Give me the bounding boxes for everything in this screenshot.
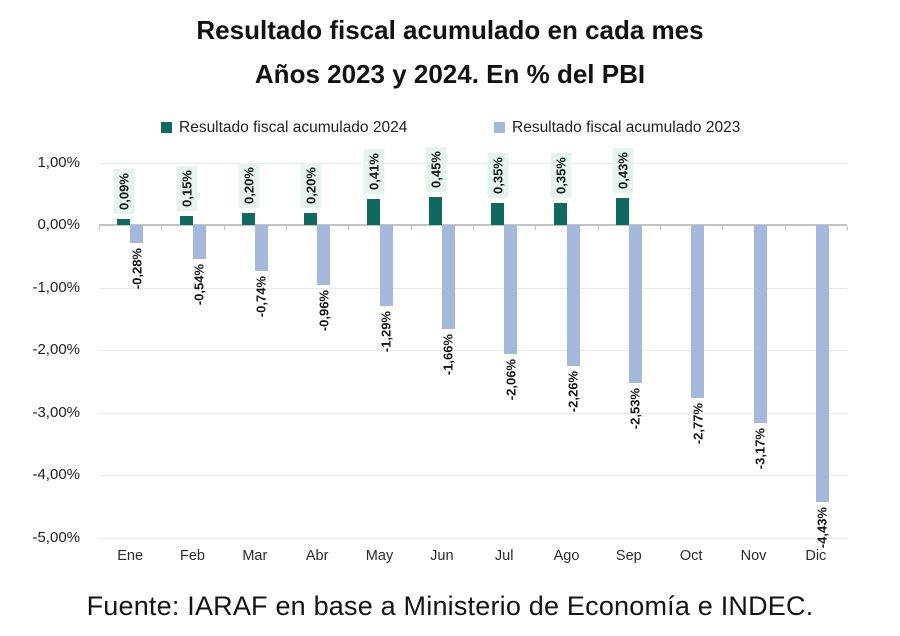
y-axis-label: 0,00%	[37, 216, 80, 233]
bar-2023-ene	[130, 225, 144, 243]
bar-2024-may	[366, 199, 380, 225]
legend-item-2024: Resultado fiscal acumulado 2024	[161, 119, 407, 136]
gridline--5,00%	[99, 537, 847, 539]
x-axis-label-nov: Nov	[740, 548, 767, 564]
y-axis-label: -5,00%	[32, 528, 80, 546]
bar-2024-abr	[304, 212, 318, 225]
legend-label-2024: Resultado fiscal acumulado 2024	[179, 118, 408, 136]
x-axis-label-abr: Abr	[305, 548, 329, 564]
value-label-2024-may: 0,41%	[363, 149, 384, 195]
gridline--3,00%	[99, 412, 847, 414]
x-axis-label-jul: Jul	[494, 548, 514, 564]
value-label-2023-nov: -3,17%	[752, 428, 768, 470]
bar-2023-may	[379, 225, 393, 306]
value-label-2023-oct: -2,77%	[690, 403, 706, 445]
y-axis-label: 1,00%	[37, 153, 80, 171]
gridline--2,00%	[99, 350, 847, 351]
axis-tick	[722, 226, 724, 230]
gridline-0,00%	[99, 224, 847, 226]
axis-tick	[223, 226, 225, 230]
bar-2023-feb	[192, 225, 206, 259]
chart-title-line2: Años 2023 y 2024. En % del PBI	[254, 59, 646, 89]
y-axis-label: -2,00%	[32, 341, 80, 358]
axis-tick	[161, 226, 163, 230]
value-label-2024-ago: 0,35%	[550, 153, 571, 199]
value-label-2023-feb: -0,54%	[191, 263, 207, 305]
x-axis-label-oct: Oct	[679, 548, 703, 564]
bar-2023-abr	[317, 225, 331, 285]
x-axis-label-sep: Sep	[615, 548, 642, 564]
x-axis-label-ago: Ago	[553, 548, 580, 564]
bar-2023-nov	[753, 225, 767, 424]
bar-2024-feb	[179, 215, 193, 225]
axis-tick	[99, 226, 100, 230]
y-axis-label: -1,00%	[32, 278, 80, 296]
value-label-2024-jul: 0,35%	[487, 153, 509, 199]
gridline--1,00%	[99, 287, 847, 289]
y-axis-label: -4,00%	[32, 466, 80, 483]
chart-title: Resultado fiscal acumulado en cada mes A…	[0, 8, 900, 96]
source-note: Fuente: IARAF en base a Ministerio de Ec…	[86, 591, 814, 621]
value-label-2023-jun: -1,66%	[440, 333, 456, 375]
axis-tick	[597, 226, 599, 230]
value-label-2024-mar: 0,20%	[238, 162, 260, 208]
value-label-2023-ago: -2,26%	[565, 371, 581, 413]
bar-2023-ago	[566, 225, 580, 367]
value-label-2024-feb: 0,15%	[176, 165, 197, 211]
legend-label-2023: Resultado fiscal acumulado 2023	[512, 118, 741, 136]
legend-swatch-2023-icon	[494, 122, 505, 133]
axis-tick	[410, 226, 412, 230]
bar-2024-sep	[615, 198, 629, 225]
bar-2023-jun	[441, 225, 455, 329]
y-axis-label: -3,00%	[32, 403, 80, 421]
bar-2023-mar	[254, 225, 268, 272]
legend-swatch-2024-icon	[161, 122, 172, 133]
bar-2023-jul	[504, 225, 518, 354]
x-axis-label-dic: Dic	[805, 548, 827, 564]
value-label-2023-jul: -2,06%	[503, 358, 519, 400]
axis-tick	[784, 226, 786, 230]
chart-title-line1: Resultado fiscal acumulado en cada mes	[196, 15, 704, 45]
value-label-2023-dic: -4,43%	[814, 506, 830, 549]
axis-tick	[348, 226, 350, 230]
value-label-2023-mar: -0,74%	[253, 276, 269, 318]
axis-tick	[535, 226, 537, 230]
value-label-2023-may: -1,29%	[378, 310, 394, 352]
bar-2023-sep	[628, 225, 642, 384]
value-label-2023-sep: -2,53%	[627, 388, 643, 430]
x-axis-label-mar: Mar	[242, 548, 268, 564]
bar-2024-jul	[491, 203, 505, 225]
axis-tick	[660, 226, 661, 230]
bar-2024-ene	[117, 219, 131, 225]
axis-tick	[847, 226, 848, 230]
axis-tick	[286, 226, 287, 230]
gridline--4,00%	[99, 475, 847, 476]
value-label-2024-jun: 0,45%	[425, 147, 447, 192]
bar-2023-oct	[691, 225, 705, 399]
x-axis-label-ene: Ene	[117, 548, 144, 564]
legend-item-2023: Resultado fiscal acumulado 2023	[494, 119, 740, 136]
x-axis-label-jun: Jun	[430, 548, 454, 564]
axis-tick	[473, 226, 474, 230]
x-axis-label-feb: Feb	[180, 548, 205, 564]
value-label-2024-abr: 0,20%	[300, 162, 322, 208]
value-label-2024-ene: 0,09%	[113, 169, 135, 215]
gridline-1,00%	[99, 162, 847, 164]
bar-2024-mar	[241, 212, 255, 225]
value-label-2023-ene: -0,28%	[129, 247, 145, 289]
bar-2024-ago	[553, 203, 567, 225]
x-axis-label-may: May	[365, 548, 394, 564]
value-label-2024-sep: 0,43%	[612, 148, 634, 194]
bar-2023-dic	[815, 225, 829, 502]
bar-2024-jun	[428, 196, 442, 225]
value-label-2023-abr: -0,96%	[316, 290, 332, 332]
